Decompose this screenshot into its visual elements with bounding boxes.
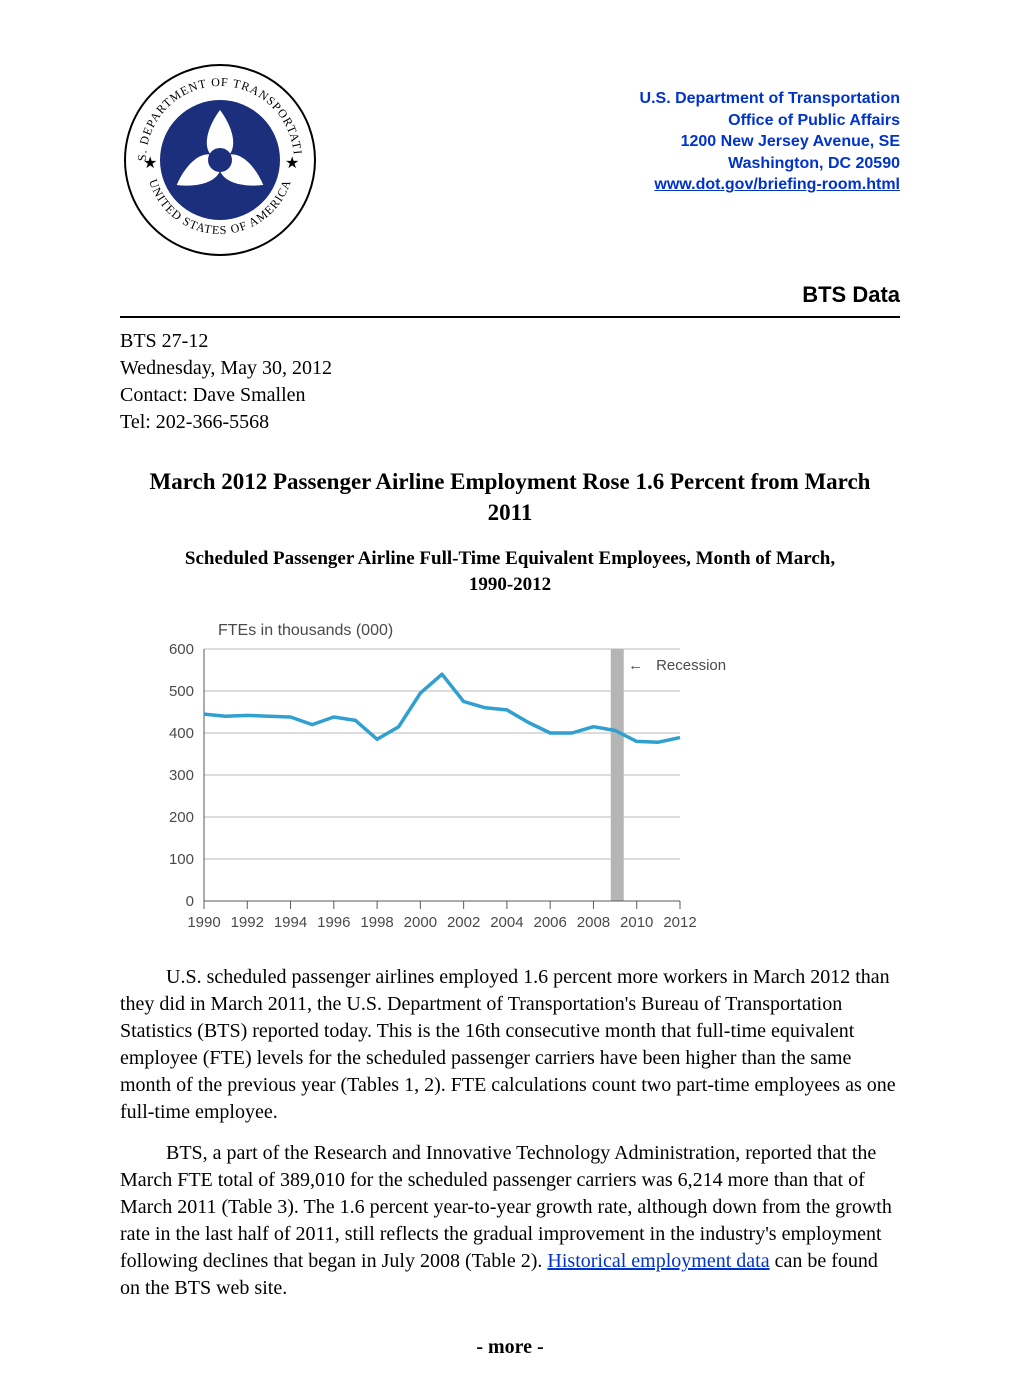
svg-text:2012: 2012: [663, 914, 696, 931]
release-id: BTS 27-12: [120, 328, 900, 355]
svg-text:100: 100: [169, 851, 194, 868]
body-paragraph-1: U.S. scheduled passenger airlines employ…: [120, 964, 900, 1126]
release-contact: Contact: Dave Smallen: [120, 382, 900, 409]
svg-text:1998: 1998: [360, 914, 393, 931]
header-rule: [120, 316, 900, 318]
svg-text:0: 0: [186, 893, 194, 910]
fte-line-chart: 0 100 200 300 400 500 600 FTEs in thousands (00…: [140, 615, 900, 950]
svg-text:2004: 2004: [490, 914, 523, 931]
bts-data-label: BTS Data: [120, 282, 900, 308]
svg-text:600: 600: [169, 641, 194, 658]
dot-logo: U.S. DEPARTMENT OF TRANSPORTATION UNITED…: [120, 60, 320, 260]
svg-text:1996: 1996: [317, 914, 350, 931]
svg-text:★: ★: [285, 155, 299, 172]
office-name: Office of Public Affairs: [640, 110, 900, 132]
chart-subhead: Scheduled Passenger Airline Full-Time Eq…: [180, 546, 840, 597]
svg-text:FTEs in thousands (000): FTEs in thousands (000): [218, 622, 393, 639]
release-date: Wednesday, May 30, 2012: [120, 355, 900, 382]
svg-text:2000: 2000: [404, 914, 437, 931]
svg-text:200: 200: [169, 809, 194, 826]
release-tel: Tel: 202-366-5568: [120, 409, 900, 436]
address-block: U.S. Department of Transportation Office…: [640, 60, 900, 196]
headline: March 2012 Passenger Airline Employment …: [140, 466, 880, 528]
address-line-2: Washington, DC 20590: [640, 153, 900, 175]
svg-text:←: ←: [628, 657, 643, 674]
svg-text:1990: 1990: [187, 914, 220, 931]
svg-text:2010: 2010: [620, 914, 653, 931]
svg-text:300: 300: [169, 767, 194, 784]
body-paragraph-2: BTS, a part of the Research and Innovati…: [120, 1140, 900, 1302]
address-line-1: 1200 New Jersey Avenue, SE: [640, 131, 900, 153]
historical-data-link[interactable]: Historical employment data: [547, 1250, 769, 1272]
more-indicator: - more -: [120, 1336, 900, 1359]
svg-text:Recession: Recession: [656, 657, 726, 674]
briefing-room-link[interactable]: www.dot.gov/briefing-room.html: [640, 174, 900, 196]
svg-text:500: 500: [169, 683, 194, 700]
svg-text:2006: 2006: [533, 914, 566, 931]
svg-text:★: ★: [143, 155, 157, 172]
dept-name: U.S. Department of Transportation: [640, 88, 900, 110]
svg-text:1992: 1992: [231, 914, 264, 931]
svg-text:400: 400: [169, 725, 194, 742]
svg-text:2002: 2002: [447, 914, 480, 931]
svg-text:2008: 2008: [577, 914, 610, 931]
svg-text:1994: 1994: [274, 914, 307, 931]
